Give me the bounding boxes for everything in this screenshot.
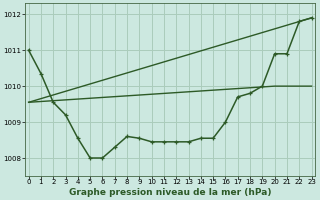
X-axis label: Graphe pression niveau de la mer (hPa): Graphe pression niveau de la mer (hPa) (69, 188, 271, 197)
